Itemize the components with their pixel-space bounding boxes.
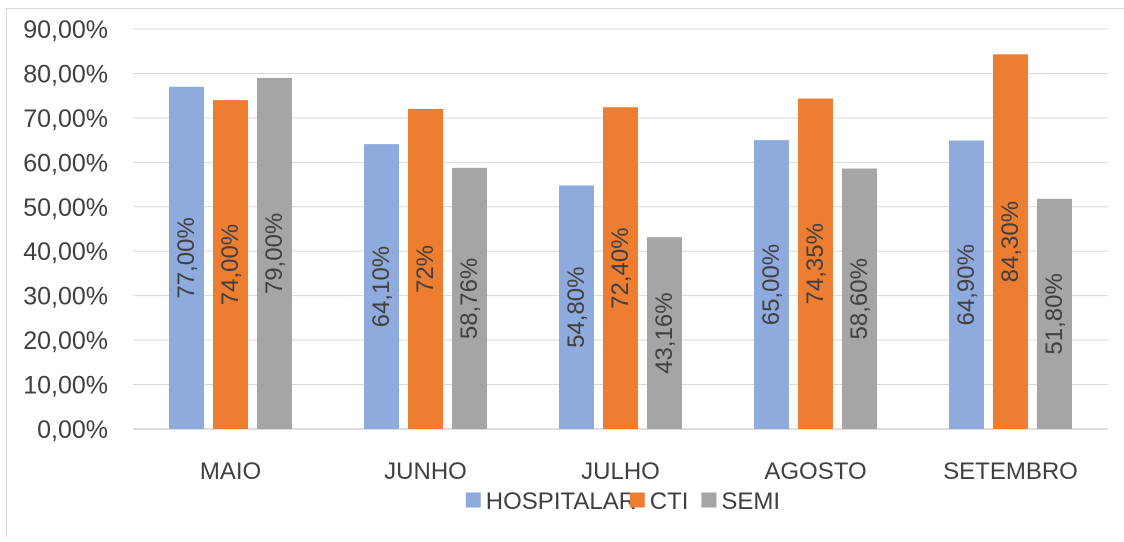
- data-label: 72,40%: [607, 227, 634, 308]
- data-label: 64,10%: [368, 246, 395, 327]
- x-category-label: JULHO: [581, 458, 660, 485]
- data-label: 64,90%: [953, 244, 980, 325]
- x-category-label: JUNHO: [384, 458, 467, 485]
- legend-label: SEMI: [721, 488, 780, 515]
- x-category-label: SETEMBRO: [943, 458, 1078, 485]
- bar-semi-junho: [452, 167, 487, 429]
- y-tick-label: 90,00%: [23, 16, 108, 44]
- data-label: 58,76%: [456, 258, 483, 339]
- bar-semi-setembro: [1037, 198, 1072, 429]
- data-label: 43,16%: [651, 292, 678, 373]
- data-label: 54,80%: [563, 267, 590, 348]
- y-tick-label: 50,00%: [23, 194, 108, 222]
- y-tick-label: 60,00%: [23, 149, 108, 177]
- legend-swatch-hospitalar: [465, 492, 481, 508]
- legend-swatch-semi: [701, 492, 717, 508]
- bar-hospitalar-maio: [169, 86, 204, 430]
- bar-semi-agosto: [842, 168, 877, 430]
- chart-border-top: [6, 8, 1124, 9]
- data-label: 84,30%: [997, 201, 1024, 282]
- bar-cti-setembro: [993, 54, 1028, 429]
- data-label: 79,00%: [261, 213, 288, 294]
- bar-semi-maio: [257, 77, 292, 429]
- y-tick-label: 20,00%: [23, 327, 108, 355]
- bar-cti-junho: [408, 109, 443, 429]
- bar-cti-agosto: [798, 98, 833, 430]
- bar-hospitalar-agosto: [754, 140, 789, 429]
- data-label: 77,00%: [173, 217, 200, 298]
- legend-label: HOSPITALAR: [486, 488, 636, 515]
- chart-border-left: [6, 8, 7, 537]
- bar-cti-maio: [213, 100, 248, 429]
- y-tick-label: 80,00%: [23, 60, 108, 88]
- data-label: 74,00%: [217, 224, 244, 305]
- y-tick-label: 0,00%: [37, 416, 108, 444]
- legend-label: CTI: [650, 488, 689, 515]
- y-tick-label: 40,00%: [23, 238, 108, 266]
- y-tick-label: 10,00%: [23, 372, 108, 400]
- bar-hospitalar-junho: [364, 144, 399, 429]
- x-category-label: MAIO: [200, 458, 261, 485]
- x-category-label: AGOSTO: [764, 458, 866, 485]
- y-tick-label: 70,00%: [23, 105, 108, 133]
- data-label: 74,35%: [802, 223, 829, 304]
- bar-semi-julho: [647, 237, 682, 429]
- legend-swatch-cti: [629, 492, 645, 508]
- data-label: 58,60%: [846, 258, 873, 339]
- data-label: 72%: [412, 245, 439, 293]
- data-label: 51,80%: [1041, 273, 1068, 354]
- y-tick-label: 30,00%: [23, 283, 108, 311]
- bar-cti-julho: [603, 107, 638, 429]
- bar-hospitalar-julho: [559, 185, 594, 429]
- data-label: 65,00%: [758, 244, 785, 325]
- bar-hospitalar-setembro: [949, 140, 984, 430]
